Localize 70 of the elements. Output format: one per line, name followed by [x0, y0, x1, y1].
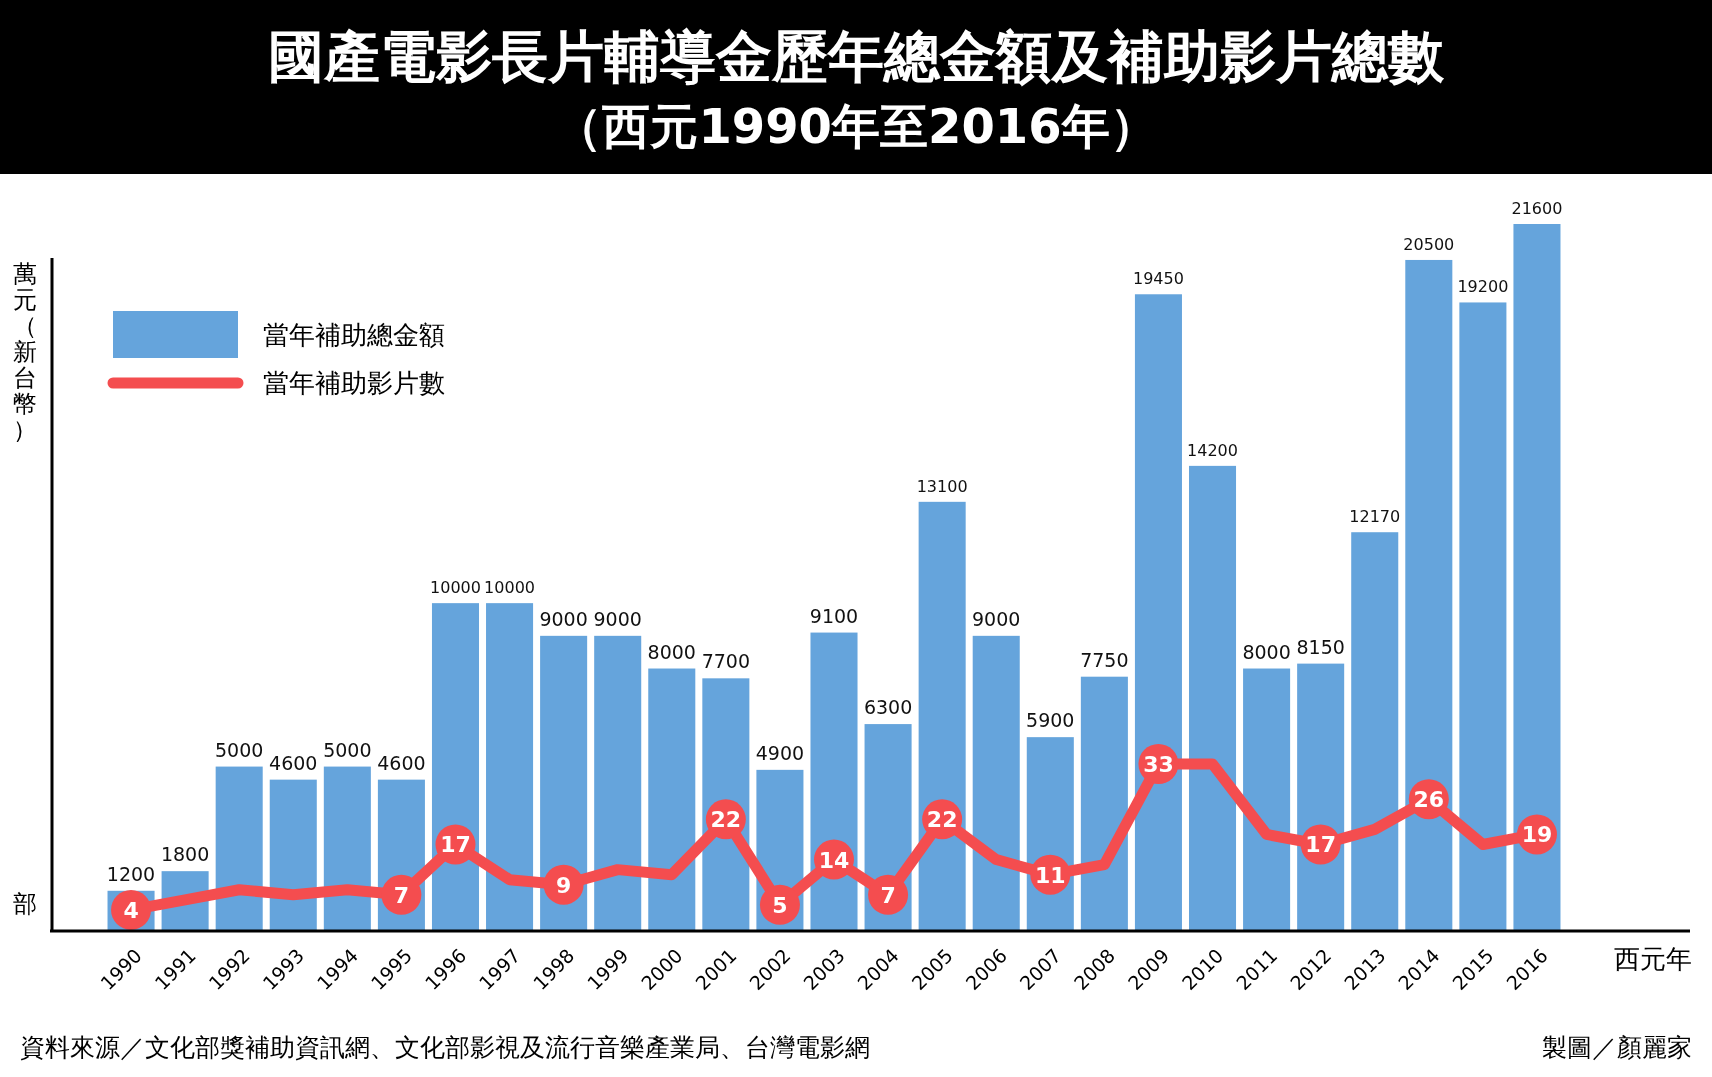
data-label: 20500: [1403, 234, 1455, 254]
data-label: 14200: [1187, 440, 1238, 460]
legend-label: 當年補助總金額: [263, 320, 445, 350]
bar: [323, 766, 371, 930]
data-label: 6300: [863, 696, 913, 719]
bar: [540, 635, 588, 930]
data-label: 8000: [647, 640, 696, 663]
data-label: 8000: [1242, 640, 1291, 663]
bar: [1459, 302, 1507, 930]
chart-title: 國產電影長片輔導金歷年總金額及補助影片總數: [268, 24, 1445, 89]
data-label: 7: [393, 882, 410, 908]
data-label: 9: [555, 872, 572, 898]
bar: [431, 603, 479, 930]
bar: [1080, 676, 1128, 930]
data-label: 19200: [1457, 277, 1509, 297]
data-label: 7700: [701, 650, 751, 673]
bar: [1243, 668, 1291, 930]
bar: [1189, 465, 1237, 930]
data-label: 4600: [377, 751, 426, 774]
bar: [594, 635, 642, 930]
chart-subtitle: （西元1990年至2016年）: [554, 98, 1158, 154]
data-label: 13100: [916, 476, 968, 496]
data-label: 9000: [539, 607, 588, 630]
bar: [486, 603, 534, 930]
data-label: 4: [123, 897, 139, 923]
bar: [215, 766, 263, 930]
data-label: 7: [880, 882, 896, 908]
data-label: 26: [1413, 787, 1445, 813]
bar: [1513, 224, 1561, 930]
data-label: 4900: [755, 741, 805, 764]
data-label: 17: [440, 832, 471, 858]
bar: [648, 668, 696, 930]
data-label: 1800: [160, 843, 210, 866]
data-label: 14: [818, 847, 850, 873]
data-label: 10000: [430, 578, 481, 598]
bar: [810, 632, 858, 930]
data-label: 9000: [593, 607, 642, 630]
data-label: 12170: [1349, 507, 1401, 527]
y-axis-title: 萬元（新台幣）: [13, 260, 37, 444]
data-label: 7750: [1080, 648, 1129, 671]
data-label: 5000: [323, 738, 372, 761]
bar: [1134, 294, 1182, 930]
data-label: 22: [710, 807, 742, 833]
text: 製圖／顏麗家: [1542, 1033, 1692, 1062]
bar: [918, 501, 966, 930]
y2-axis-title: 部: [13, 890, 37, 918]
bar: [269, 779, 317, 930]
data-label: 22: [926, 807, 958, 833]
data-label: 19: [1521, 822, 1553, 848]
data-label: 5000: [215, 738, 264, 761]
data-label: 5: [772, 892, 788, 918]
data-label: 8150: [1296, 635, 1345, 658]
data-label: 5900: [1026, 709, 1075, 732]
data-label: 17: [1305, 832, 1336, 858]
data-label: 10000: [484, 578, 536, 598]
x-axis-title: 西元年: [1614, 944, 1692, 974]
data-label: 11: [1034, 862, 1066, 888]
data-label: 9000: [972, 607, 1021, 630]
bar: [1351, 532, 1399, 930]
bar: [972, 635, 1020, 930]
legend-label: 當年補助影片數: [263, 368, 445, 398]
data-label: 21600: [1511, 199, 1563, 218]
bar: [1405, 259, 1453, 930]
source-note: 資料來源／文化部獎補助資訊網、文化部影視及流行音樂產業局、台灣電影網: [20, 1033, 870, 1062]
data-label: 9100: [809, 604, 859, 627]
data-label: 19450: [1132, 269, 1184, 289]
data-label: 4600: [269, 751, 318, 774]
data-label: 33: [1143, 752, 1174, 777]
bar: [1297, 663, 1345, 930]
data-label: 1200: [106, 862, 156, 885]
